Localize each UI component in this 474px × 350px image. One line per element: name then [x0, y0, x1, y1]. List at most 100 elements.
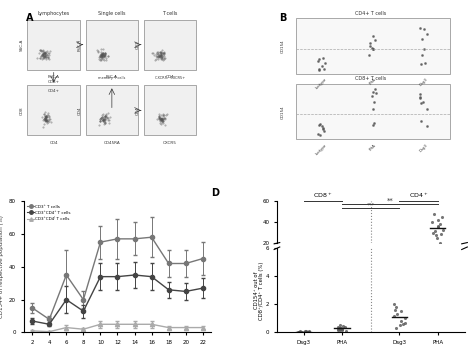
Point: [101, 52, 109, 58]
Point: [315, 56, 323, 62]
Point: [299, 329, 306, 335]
Point: [104, 115, 112, 121]
Point: [97, 52, 105, 58]
Point: [428, 219, 436, 225]
Text: SSC-A: SSC-A: [20, 38, 24, 51]
Point: [104, 115, 111, 120]
Point: [99, 118, 106, 123]
Point: [372, 86, 379, 91]
Point: [97, 47, 104, 52]
Point: [319, 125, 327, 130]
Point: [44, 110, 51, 116]
Point: [100, 119, 108, 125]
Point: [96, 118, 104, 123]
Bar: [296, 84, 449, 139]
Point: [155, 54, 163, 60]
Y-axis label: CD154+ of respective population (%): CD154+ of respective population (%): [0, 215, 3, 318]
Point: [96, 57, 104, 63]
Point: [371, 37, 379, 43]
Point: [102, 113, 109, 118]
Point: [156, 117, 164, 122]
Point: [156, 115, 164, 121]
Point: [100, 118, 107, 123]
Point: [160, 50, 167, 56]
Point: [39, 54, 47, 59]
Point: [156, 118, 164, 123]
Point: [159, 111, 166, 117]
Point: [44, 120, 51, 125]
Point: [93, 48, 101, 53]
Point: [163, 111, 171, 117]
Point: [315, 67, 323, 73]
Point: [433, 235, 441, 241]
Point: [153, 116, 161, 121]
Point: [47, 120, 55, 125]
Point: [417, 118, 425, 123]
Point: [100, 54, 108, 60]
Text: CXCR5-  CXCR5+: CXCR5- CXCR5+: [155, 76, 185, 80]
Point: [157, 112, 165, 117]
Point: [106, 114, 114, 119]
Point: [35, 50, 43, 56]
Point: [44, 52, 51, 57]
Point: [158, 118, 166, 124]
Point: [336, 261, 344, 267]
Point: [41, 116, 49, 121]
Point: [40, 53, 48, 59]
Point: [97, 116, 105, 121]
Point: [41, 50, 48, 56]
Text: CD4: CD4: [136, 106, 140, 115]
Point: [437, 231, 445, 237]
Point: [40, 50, 48, 56]
Point: [335, 326, 343, 331]
Point: [43, 117, 51, 123]
Point: [391, 313, 398, 319]
Point: [153, 51, 160, 56]
Text: T cells: T cells: [162, 11, 178, 16]
Point: [97, 53, 105, 58]
Point: [99, 53, 107, 59]
Point: [99, 46, 107, 52]
Point: [339, 261, 347, 267]
Point: [336, 323, 344, 328]
Point: [42, 113, 50, 119]
Point: [295, 261, 302, 267]
Point: [98, 114, 106, 120]
Point: [304, 329, 312, 335]
Point: [369, 89, 377, 95]
Point: [41, 53, 49, 59]
Point: [160, 116, 167, 121]
Point: [43, 118, 50, 124]
Text: Isotype: Isotype: [315, 78, 328, 90]
Point: [320, 66, 328, 72]
Point: [319, 123, 326, 129]
Point: [46, 56, 53, 62]
Point: [42, 49, 49, 55]
Point: [151, 57, 159, 62]
Point: [417, 25, 424, 31]
Point: [99, 117, 107, 122]
Point: [41, 52, 49, 58]
Point: [41, 49, 48, 55]
Point: [96, 118, 104, 124]
Point: [36, 48, 44, 53]
Point: [38, 48, 46, 53]
Point: [336, 261, 344, 267]
Point: [319, 63, 326, 69]
Point: [41, 117, 49, 123]
Point: [100, 57, 107, 63]
Point: [417, 96, 424, 101]
Point: [302, 329, 310, 335]
Point: [162, 56, 169, 61]
Point: [337, 327, 344, 332]
Point: [391, 259, 398, 265]
Text: CD8: CD8: [20, 106, 24, 115]
Text: FSC-A: FSC-A: [48, 75, 60, 79]
Point: [99, 56, 106, 61]
Point: [100, 52, 108, 57]
Point: [161, 115, 169, 120]
Bar: [296, 19, 449, 74]
Point: [98, 51, 106, 57]
Point: [401, 320, 409, 326]
Point: [156, 120, 164, 126]
